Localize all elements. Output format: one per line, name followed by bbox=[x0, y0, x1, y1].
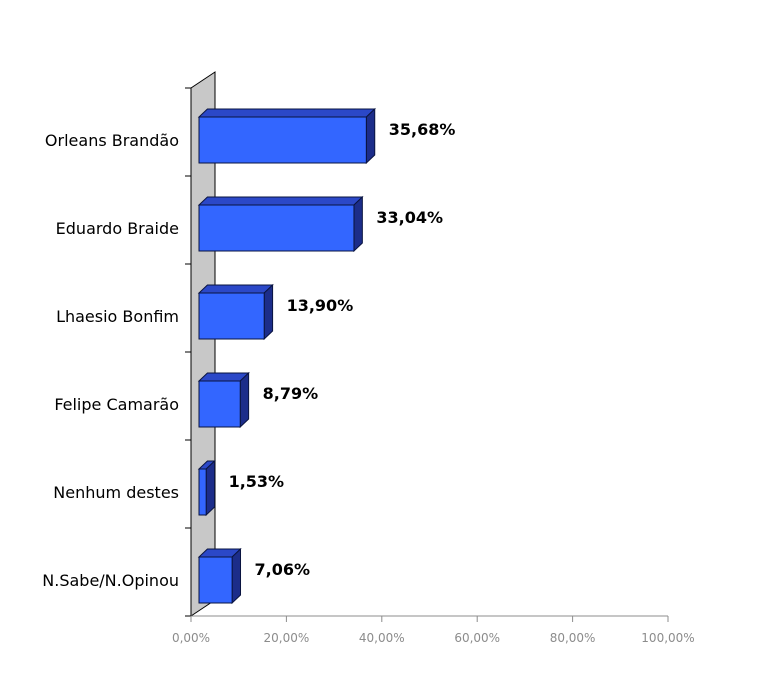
bar-side-face bbox=[239, 371, 250, 429]
bar-top-face bbox=[197, 108, 376, 118]
bar-front-face bbox=[198, 556, 233, 604]
category-label: Nenhum destes bbox=[53, 483, 179, 502]
x-tick-label: 60,00% bbox=[454, 631, 500, 645]
bar bbox=[197, 459, 216, 517]
category-label: N.Sabe/N.Opinou bbox=[42, 571, 179, 590]
value-label: 13,90% bbox=[287, 296, 354, 315]
bar bbox=[197, 107, 376, 165]
labels: 0,00% 20,00% 40,00% 60,00% 80,00% 100,00% Orle… bbox=[42, 120, 694, 645]
x-tick-label: 100,00% bbox=[641, 631, 694, 645]
bar bbox=[197, 371, 250, 429]
bar-side-face bbox=[231, 547, 242, 605]
category-label: Eduardo Braide bbox=[56, 219, 179, 238]
bar-front-face bbox=[198, 116, 367, 164]
category-label: Orleans Brandão bbox=[45, 131, 179, 150]
x-tick-label: 20,00% bbox=[264, 631, 310, 645]
bar-top-face bbox=[197, 284, 274, 294]
x-tick-label: 0,00% bbox=[172, 631, 210, 645]
bar-side-face bbox=[263, 283, 274, 341]
value-label: 35,68% bbox=[389, 120, 456, 139]
value-label: 1,53% bbox=[229, 472, 285, 491]
bar-front-face bbox=[198, 380, 241, 428]
bars bbox=[197, 107, 376, 605]
bar bbox=[197, 283, 274, 341]
axes bbox=[185, 87, 669, 622]
bar-front-face bbox=[198, 292, 265, 340]
bar bbox=[197, 195, 364, 253]
bar-side-face bbox=[353, 195, 363, 253]
bar-front-face bbox=[198, 468, 207, 516]
bar-side-face bbox=[205, 459, 216, 517]
bar-side-face bbox=[365, 107, 376, 165]
bar-top-face bbox=[197, 196, 364, 206]
value-label: 7,06% bbox=[255, 560, 311, 579]
value-label: 8,79% bbox=[263, 384, 319, 403]
x-tick-label: 40,00% bbox=[359, 631, 405, 645]
category-label: Felipe Camarão bbox=[54, 395, 179, 414]
category-label: Lhaesio Bonfim bbox=[56, 307, 179, 326]
value-label: 33,04% bbox=[376, 208, 443, 227]
x-tick-label: 80,00% bbox=[550, 631, 596, 645]
bar-front-face bbox=[198, 204, 355, 252]
bar bbox=[197, 547, 242, 605]
